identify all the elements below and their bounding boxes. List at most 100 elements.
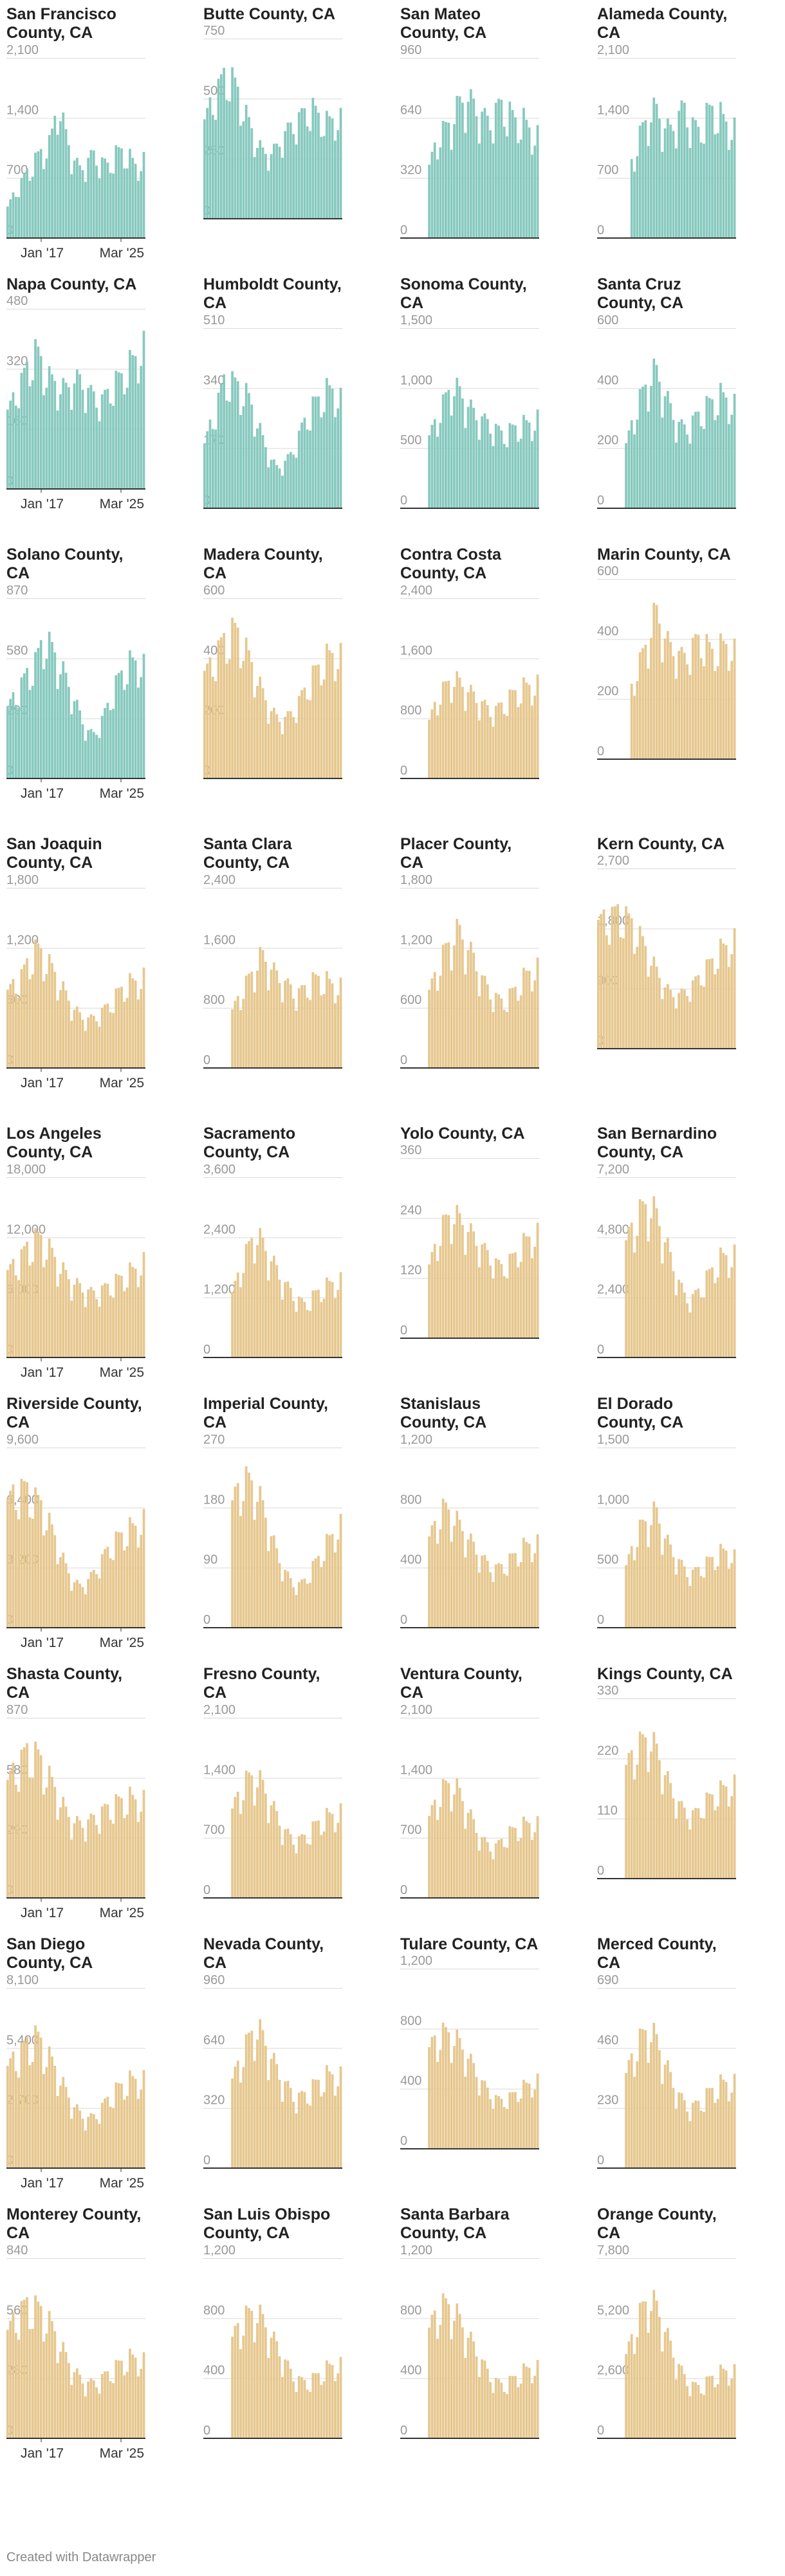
bar (281, 2101, 284, 2168)
bar (286, 454, 290, 508)
y-tick-label: 0 (597, 493, 604, 508)
bar (528, 1823, 531, 1898)
x-tick-label: Mar '25 (100, 1906, 144, 1920)
bar (73, 701, 76, 778)
bar (697, 1567, 700, 1628)
y-tick-label: 700 (597, 163, 618, 178)
bar (300, 1298, 303, 1357)
bar (650, 638, 652, 759)
bar (84, 741, 87, 778)
bar (286, 1828, 290, 1898)
bar (694, 1290, 697, 1357)
bar (597, 919, 600, 1049)
bar (239, 415, 242, 508)
bar (117, 147, 120, 238)
bar (456, 2029, 459, 2149)
bar (506, 1848, 508, 1898)
bar (231, 67, 234, 219)
bar (84, 412, 87, 489)
bar (716, 133, 719, 238)
bar (267, 2080, 270, 2168)
bar (678, 993, 680, 1049)
bar (248, 1241, 250, 1357)
y-tick-label: 9,600 (6, 1433, 39, 1447)
bar (109, 1295, 112, 1357)
bar (123, 690, 126, 778)
bar (236, 1792, 239, 1898)
bar (642, 2029, 644, 2168)
bar (309, 1583, 311, 1628)
bar (441, 1498, 445, 1628)
bar (231, 2336, 234, 2438)
bar (20, 1749, 23, 1898)
bar (28, 180, 32, 238)
bar (286, 122, 290, 219)
bar (261, 2314, 264, 2438)
bar (98, 421, 101, 489)
bar (306, 2103, 309, 2168)
bar (123, 168, 126, 238)
bar (34, 652, 37, 778)
y-tick-label: 1,200 (203, 2243, 236, 2258)
bar (48, 1513, 51, 1628)
bar (20, 677, 23, 778)
bar (100, 1554, 104, 1628)
bar (115, 145, 118, 238)
bar (281, 1299, 284, 1357)
x-tick-label: Mar '25 (100, 497, 144, 511)
bar (503, 443, 506, 508)
bar (711, 1557, 714, 1628)
bar (95, 407, 98, 489)
bar (450, 415, 453, 508)
bar (231, 1009, 234, 1068)
bar (441, 394, 445, 508)
bar (328, 650, 331, 778)
bar (95, 1299, 98, 1357)
bar (6, 1270, 9, 1357)
bar (123, 394, 126, 489)
bar (531, 154, 533, 238)
bar (663, 638, 667, 759)
bar (686, 2111, 688, 2168)
bar (239, 2083, 242, 2168)
bar (322, 1561, 326, 1628)
y-tick-label: 270 (203, 1433, 225, 1447)
bar (295, 1595, 298, 1628)
bar (242, 1273, 245, 1357)
bar (663, 987, 667, 1049)
y-tick-label: 2,100 (400, 1703, 432, 1717)
bar (533, 2089, 537, 2149)
y-tick-label: 1,800 (6, 873, 39, 887)
bar (714, 974, 717, 1049)
bar (461, 398, 464, 508)
bar (56, 134, 59, 238)
bar (672, 131, 675, 238)
bar (602, 909, 605, 1049)
bar (439, 704, 442, 778)
bar (236, 1272, 239, 1357)
bar (647, 668, 650, 759)
bar (326, 1277, 328, 1357)
y-tick-label: 2,400 (203, 1222, 236, 1237)
bar (78, 2375, 82, 2438)
bar (428, 2047, 430, 2149)
bar (483, 1242, 486, 1338)
bar (705, 396, 708, 508)
bar (26, 361, 28, 489)
bar (694, 411, 697, 508)
bar (711, 2088, 714, 2168)
bar (528, 971, 531, 1068)
chart-title: San Luis Obispo County, CA (203, 2205, 331, 2242)
bar (533, 1553, 537, 1628)
bar (728, 424, 730, 508)
bar (31, 1518, 34, 1628)
bar (447, 681, 450, 778)
bar (697, 1288, 700, 1357)
bar (28, 2065, 32, 2168)
bar (475, 1554, 478, 1628)
bar (461, 2327, 464, 2438)
